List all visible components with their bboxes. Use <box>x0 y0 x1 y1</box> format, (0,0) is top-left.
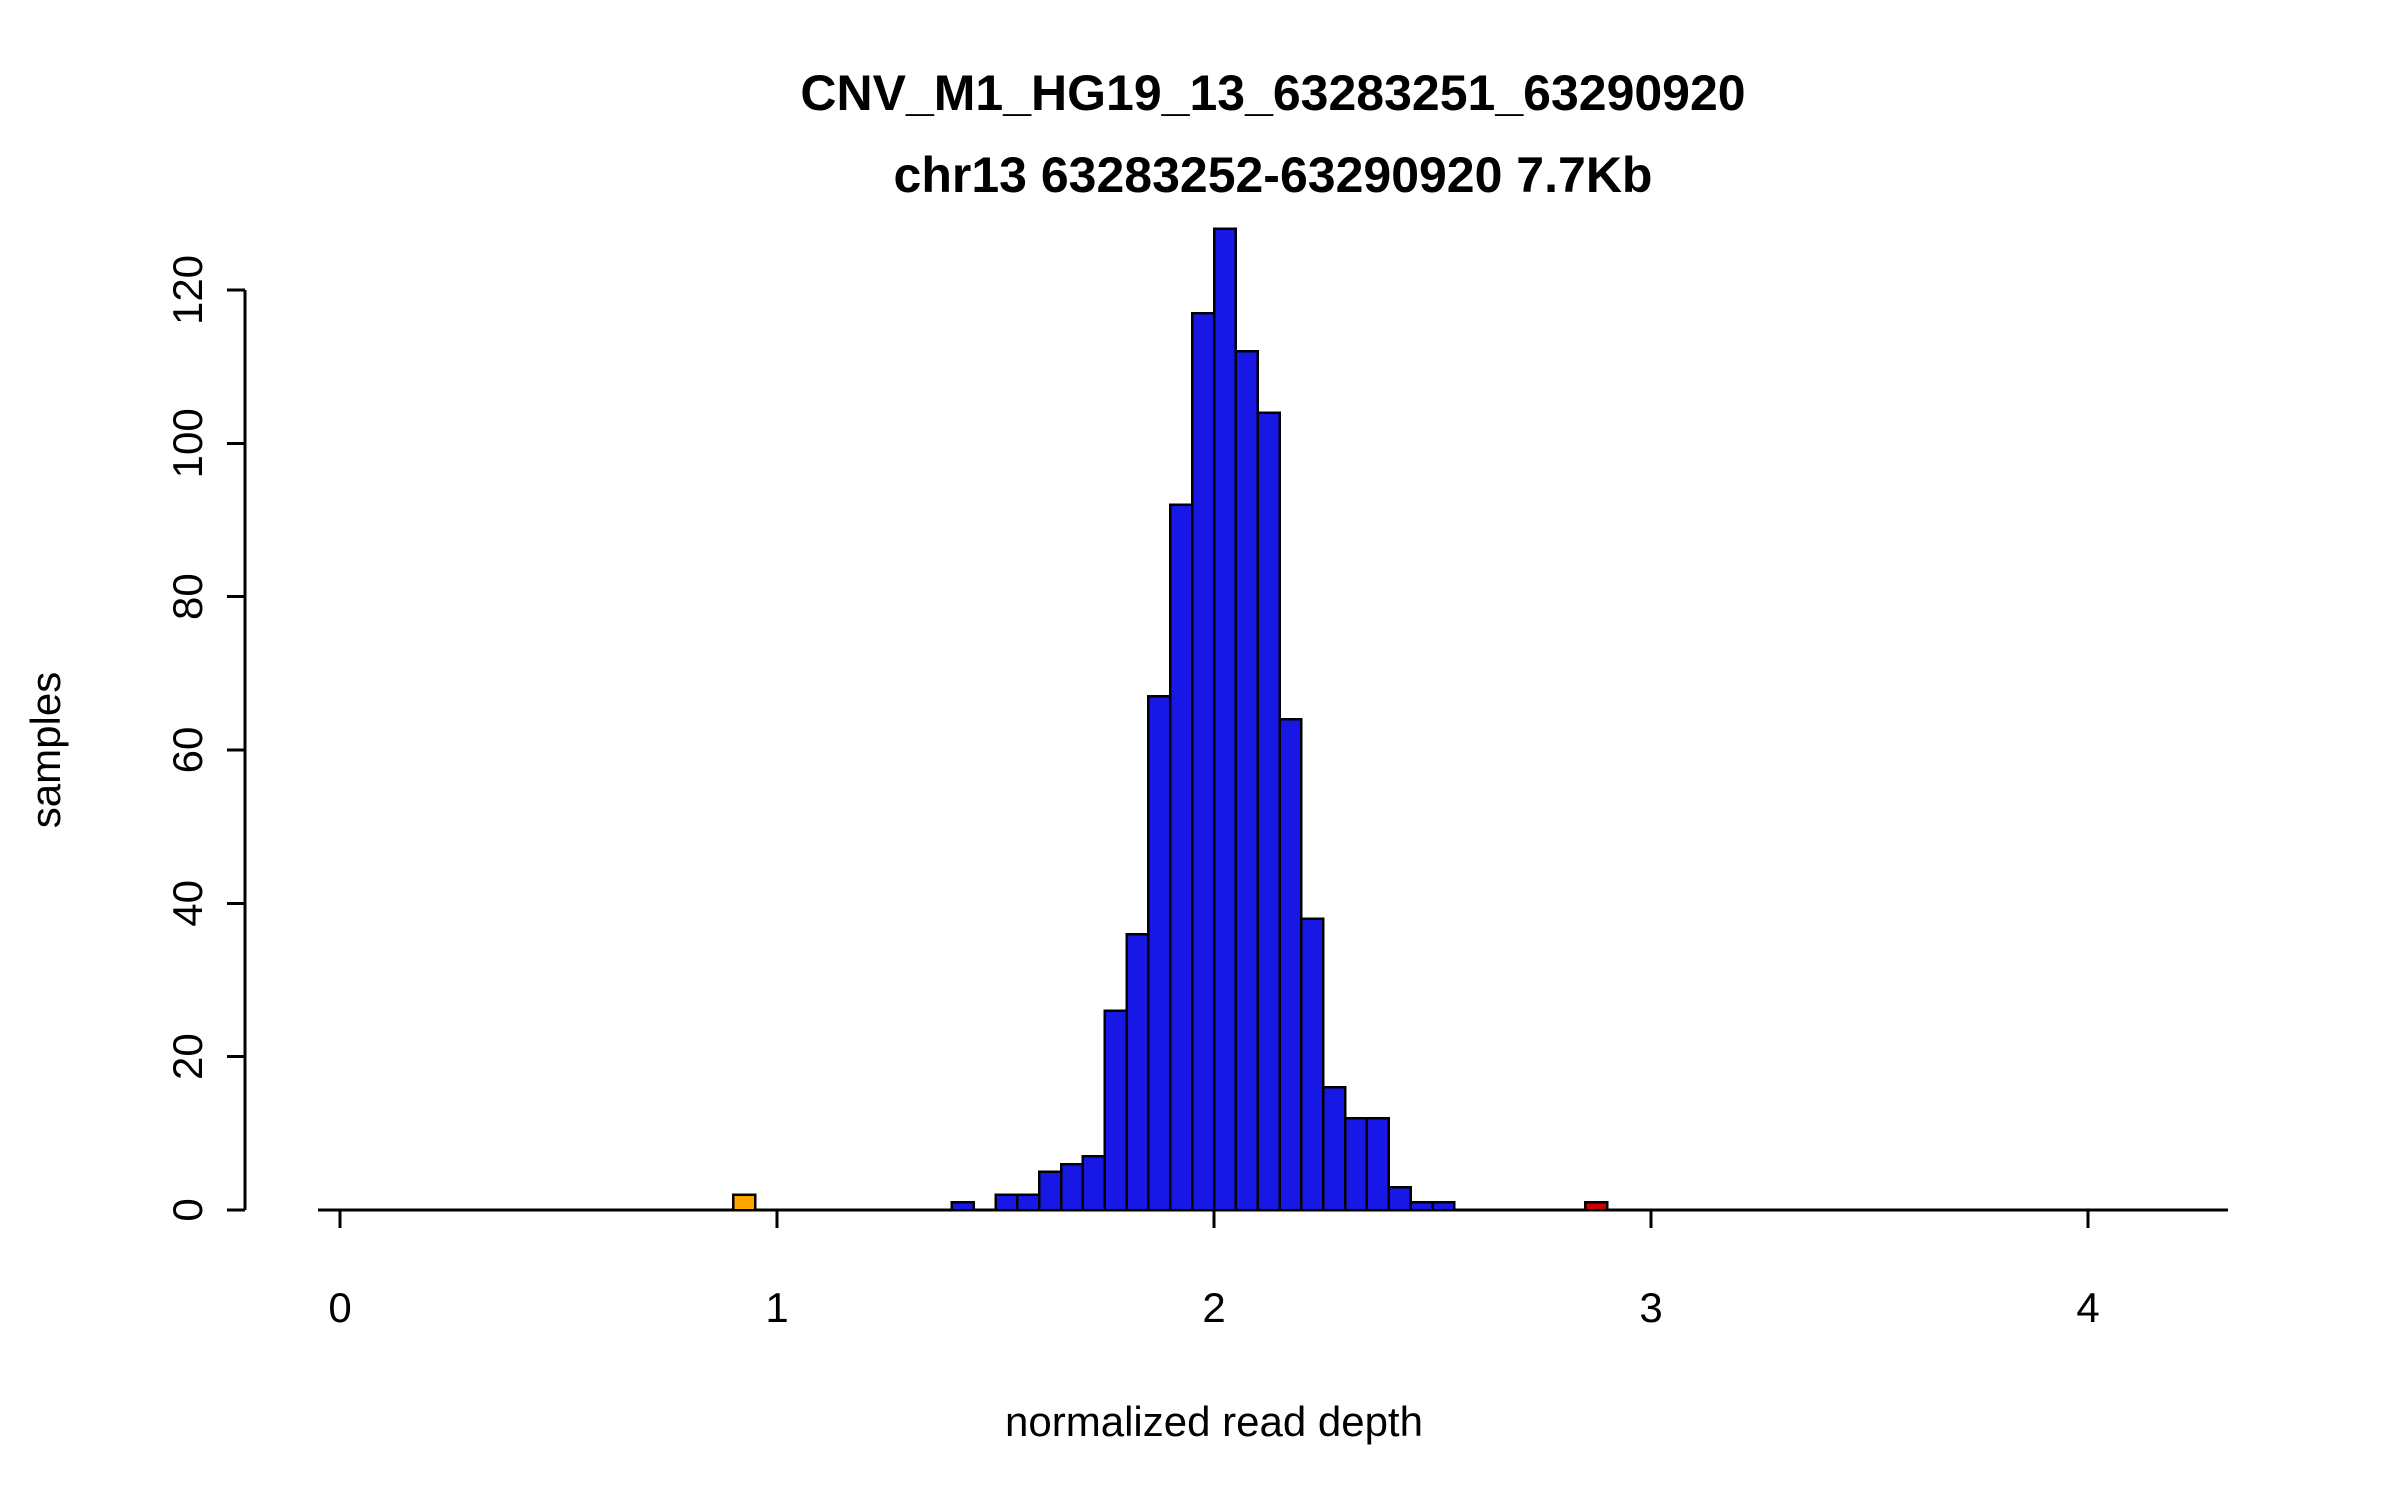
y-axis-tick-label: 100 <box>164 408 211 478</box>
histogram-bar <box>1343 1116 1369 1212</box>
y-axis-tick-label: 80 <box>164 573 211 620</box>
histogram-bar <box>1081 1155 1107 1212</box>
histogram-bar <box>1234 350 1259 1212</box>
histogram-bar <box>1103 1009 1128 1212</box>
x-axis-tick-label: 3 <box>1639 1284 1662 1331</box>
histogram-bar <box>1387 1185 1412 1212</box>
y-axis-tick-label: 60 <box>164 727 211 774</box>
histogram-bar <box>1300 917 1325 1212</box>
histogram-bar <box>950 1201 975 1212</box>
histogram-bar <box>1147 695 1172 1212</box>
histogram-bar <box>1431 1201 1456 1212</box>
x-axis-tick-label: 0 <box>328 1284 351 1331</box>
chart-title-block: CNV_M1_HG19_13_63283251_63290920 chr13 6… <box>800 52 1745 216</box>
histogram-bar <box>1278 718 1303 1212</box>
histogram-bar <box>1169 503 1194 1212</box>
x-axis-tick-label: 2 <box>1202 1284 1225 1331</box>
histogram-bar <box>1322 1086 1347 1212</box>
histogram-bar <box>1256 411 1281 1212</box>
histogram-bar <box>1059 1162 1085 1212</box>
y-axis-tick-label: 20 <box>164 1033 211 1080</box>
histogram-bar <box>1365 1116 1391 1212</box>
histogram-bar <box>1212 227 1238 1212</box>
histogram-bar <box>1037 1170 1063 1212</box>
y-axis-tick-label: 40 <box>164 880 211 927</box>
y-axis-tick-label: 0 <box>164 1198 211 1221</box>
y-axis-label: samples <box>22 671 69 829</box>
chart-title: CNV_M1_HG19_13_63283251_63290920 <box>800 65 1746 121</box>
histogram-bar <box>1409 1201 1434 1212</box>
histogram-bar <box>1016 1193 1041 1212</box>
histogram-bar <box>994 1193 1019 1212</box>
x-axis-tick-label: 4 <box>2076 1284 2099 1331</box>
histogram-bar <box>1584 1201 1609 1212</box>
x-axis-label: normalized read depth <box>1005 1398 1423 1445</box>
chart-subtitle: chr13 63283252-63290920 7.7Kb <box>893 147 1653 203</box>
histogram-bar <box>1190 311 1216 1212</box>
histogram-bar <box>732 1193 757 1212</box>
y-axis-tick-label: 120 <box>164 255 211 325</box>
histogram-bar <box>1125 932 1150 1212</box>
x-axis-tick-label: 1 <box>765 1284 788 1331</box>
